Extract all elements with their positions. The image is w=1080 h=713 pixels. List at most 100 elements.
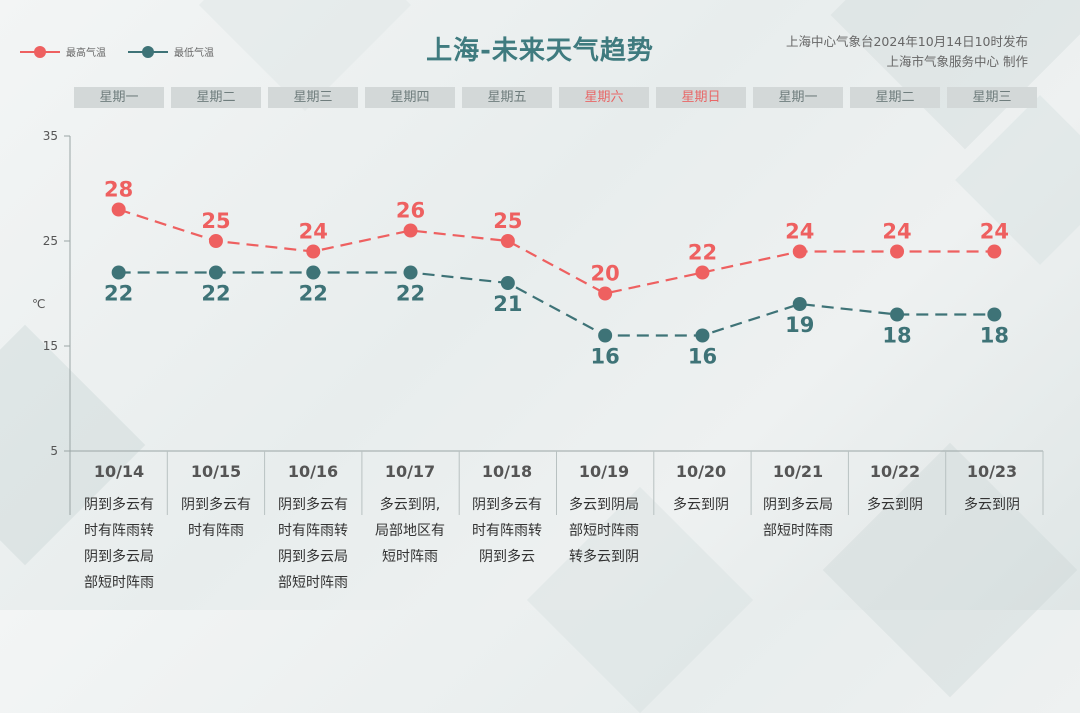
data-label: 24 [980,220,1009,244]
data-label: 21 [493,292,522,316]
weather-line: 多云到阴 [867,497,923,513]
weather-line: 阴到多云局 [763,497,833,513]
weather-line: 部短时阵雨 [278,575,348,591]
weekday-label-weekend: 星期六 [559,87,649,108]
weather-description: 阴到多云局 部短时阵雨 [750,492,846,544]
y-axis-unit-label: ℃ [32,297,45,311]
series-low-temp: 22 22 22 22 21 16 16 19 18 18 [104,265,1009,369]
date-label: 10/18 [481,462,533,481]
data-label: 22 [396,282,425,306]
chart-legend: 最高气温 最低气温 [20,44,214,59]
series-line [118,208,995,295]
data-point [111,265,126,280]
legend-label-low: 最低气温 [174,48,214,59]
weekday-label: 星期三 [947,87,1037,108]
data-label: 20 [591,262,620,286]
weekday-label: 星期一 [753,87,843,108]
weather-line: 部短时阵雨 [84,575,154,591]
weather-line: 局部地区有 [375,523,445,539]
weekday-label-weekend: 星期日 [656,87,746,108]
weather-line: 阴到多云有 [181,497,251,513]
y-axis-ticks: 5 15 25 35 [43,129,70,458]
weather-description: 多云到阴, 局部地区有 短时阵雨 [362,492,458,570]
weekday-label: 星期二 [171,87,261,108]
temperature-line-chart: ℃ 5 15 25 35 28 25 24 26 25 20 22 24 24 24 22 22 22 22 21… [32,129,1044,515]
weather-line: 短时阵雨 [382,549,438,565]
date-label: 10/21 [772,462,824,481]
data-label: 24 [882,220,911,244]
weather-line: 时有阵雨转 [278,523,348,539]
data-point [208,234,223,248]
data-label: 22 [688,241,717,265]
weather-line: 多云到阴, [379,497,441,513]
weekday-label: 星期一 [74,87,164,108]
weather-line: 阴到多云 [479,549,535,565]
date-label: 10/23 [966,462,1018,481]
weather-line: 多云到阴 [673,497,729,513]
legend-item-high: 最高气温 [20,44,106,59]
data-point [890,307,905,322]
weather-description: 阴到多云有 时有阵雨 [168,492,264,544]
series-layer: 28 25 24 26 25 20 22 24 24 24 22 22 22 22 21 16 16 19 18 18 [104,178,1009,369]
data-label: 22 [104,282,133,306]
weather-line: 阴到多云局 [278,549,348,565]
weather-line: 部短时阵雨 [569,523,639,539]
source-line-issuer: 上海中心气象台2024年10月14日10时发布 [785,34,1028,49]
data-point [695,265,710,280]
series-line [118,271,995,337]
weather-line: 阴到多云有 [472,497,542,513]
weather-description: 多云到阴 [653,492,749,518]
data-label: 19 [785,313,814,337]
weather-line: 部短时阵雨 [763,523,833,539]
date-label: 10/14 [93,462,145,481]
data-point [598,328,613,343]
weather-description: 多云到阴 [944,492,1040,518]
data-label: 22 [299,282,328,306]
data-label: 24 [785,220,814,244]
legend-marker-high [20,45,60,58]
data-point [987,244,1002,259]
data-point [987,307,1002,322]
date-label: 10/20 [675,462,727,481]
data-label: 25 [493,209,522,233]
weather-line: 阴到多云有 [84,497,154,513]
weekday-label: 星期五 [462,87,552,108]
y-tick-label: 25 [43,234,58,248]
weather-description: 阴到多云有 时有阵雨转 阴到多云 [459,492,555,570]
chart-title: 上海-未来天气趋势 [426,36,654,66]
data-point [306,265,321,280]
column-separators [166,451,1044,515]
data-point [792,244,807,259]
legend-marker-low [128,45,168,58]
data-label: 28 [104,178,133,202]
weather-description: 阴到多云有 时有阵雨转 阴到多云局 部短时阵雨 [265,492,361,596]
weather-description: 多云到阴局 部短时阵雨 转多云到阴 [556,492,652,570]
weather-line: 时有阵雨转 [84,523,154,539]
source-line-producer: 上海市气象服务中心 制作 [886,54,1028,69]
data-point [111,202,126,217]
data-point [695,328,710,343]
weekday-label: 星期二 [850,87,940,108]
date-label: 10/16 [287,462,339,481]
data-point [306,244,321,259]
weekday-label: 星期三 [268,87,358,108]
series-high-temp: 28 25 24 26 25 20 22 24 24 24 [104,178,1009,301]
source-info: 上海中心气象台2024年10月14日10时发布 上海市气象服务中心 制作 [786,32,1028,72]
data-label: 18 [980,324,1009,348]
data-point [403,223,418,238]
weather-line: 多云到阴 [964,497,1020,513]
date-label: 10/19 [578,462,630,481]
data-point [890,244,905,259]
data-label: 16 [591,345,620,369]
weather-line: 阴到多云有 [278,497,348,513]
weather-line: 多云到阴局 [569,497,639,513]
date-label: 10/15 [190,462,242,481]
y-tick-label: 15 [43,339,58,353]
data-point [403,265,418,280]
y-tick-label: 5 [50,444,58,458]
weather-line: 时有阵雨 [188,523,244,539]
data-label: 16 [688,345,717,369]
data-label: 24 [299,220,328,244]
data-label: 26 [396,199,425,223]
weekday-label: 星期四 [365,87,455,108]
